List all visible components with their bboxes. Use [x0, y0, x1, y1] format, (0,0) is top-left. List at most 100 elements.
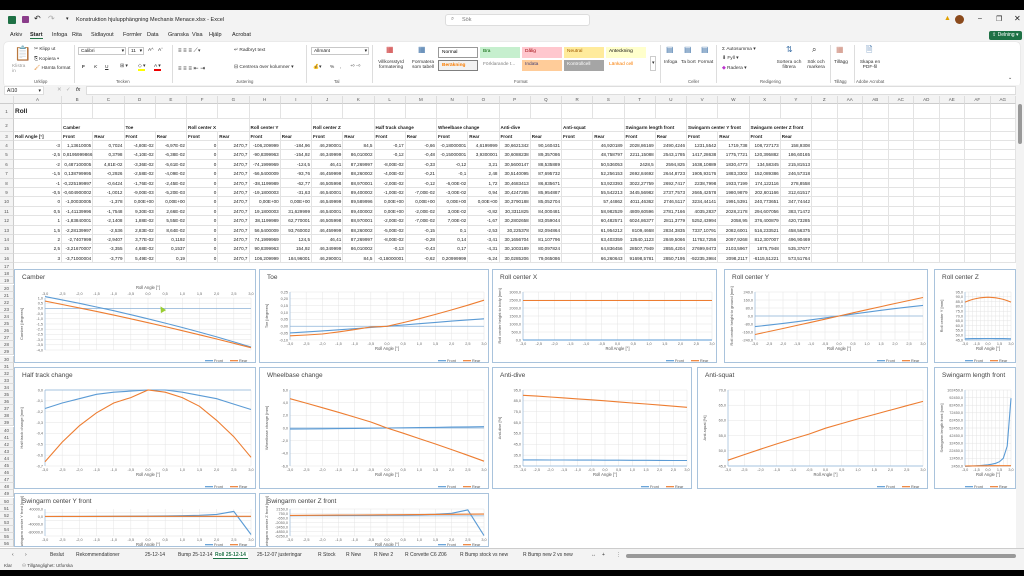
empty-cell[interactable] [939, 225, 965, 235]
table-cell[interactable]: -2,00E-02 [374, 178, 406, 188]
table-cell[interactable]: 91698,5781 [624, 253, 656, 264]
row-header-35[interactable]: 35 [0, 391, 14, 399]
table-cell[interactable]: 2644,8723 [655, 169, 687, 179]
row-header-45[interactable]: 45 [0, 462, 14, 470]
empty-cell[interactable] [939, 206, 965, 217]
table-cell[interactable]: 4011,46362 [624, 197, 656, 207]
empty-cell[interactable] [863, 132, 889, 141]
table-cell[interactable]: 2470,7 [218, 188, 250, 198]
empty-cell[interactable] [863, 169, 889, 179]
table-cell[interactable]: 81,107796 [530, 235, 562, 245]
empty-cell[interactable] [914, 244, 940, 254]
chart-swlength[interactable]: Swingarm length front 2450,0 12450,0 22450,… [934, 367, 1016, 489]
row-header-52[interactable]: 52 [0, 511, 14, 519]
table-cell[interactable]: -0,43 [405, 244, 437, 254]
table-cell[interactable]: -2,5 [14, 150, 62, 160]
sheet-tab[interactable]: Roll 25-12-14 [213, 552, 248, 559]
paste-icon[interactable]: 📋 [14, 45, 32, 61]
delete-cells-icon[interactable]: ▤ [684, 45, 692, 54]
empty-cell[interactable] [812, 119, 838, 132]
table-cell[interactable]: 7337,10791 [687, 225, 719, 235]
table-cell[interactable] [562, 197, 594, 207]
empty-cell[interactable] [812, 197, 838, 207]
empty-cell[interactable] [990, 150, 1016, 160]
empty-cell[interactable] [780, 104, 812, 119]
empty-cell[interactable] [837, 235, 863, 245]
fill-button[interactable]: ⬇ Fyll ▾ [722, 56, 739, 61]
column-subheader[interactable]: Front [187, 132, 219, 141]
row-header-6[interactable]: 6 [0, 159, 14, 170]
table-cell[interactable]: -0,15000001 [437, 150, 469, 160]
table-cell[interactable]: 87,695732 [530, 169, 562, 179]
redo-icon[interactable]: ↷ [48, 14, 55, 23]
table-cell[interactable]: 0,5 [14, 206, 62, 217]
font-name-dropdown[interactable]: Calibri ▾ [78, 47, 126, 55]
table-cell[interactable]: -93,76 [280, 169, 312, 179]
table-cell[interactable]: -3,36E-02 [124, 159, 156, 170]
row-header-56[interactable]: 56 [0, 540, 14, 548]
table-cell[interactable]: -2,7407999 [62, 235, 94, 245]
empty-cell[interactable] [914, 150, 940, 160]
group-header[interactable]: Roll center X [187, 119, 219, 132]
empty-cell[interactable] [124, 104, 156, 119]
table-cell[interactable]: -0,48 [405, 150, 437, 160]
empty-cell[interactable] [888, 159, 914, 170]
table-cell[interactable]: -1,83840001 [62, 216, 94, 226]
column-header-N[interactable]: N [437, 96, 469, 104]
table-cell[interactable]: 46,349999 [312, 150, 344, 160]
table-cell[interactable]: 0,17 [437, 244, 469, 254]
table-cell[interactable]: 174,122116 [749, 178, 781, 188]
empty-cell[interactable] [218, 119, 250, 132]
table-cell[interactable]: 3022,27759 [624, 178, 656, 188]
table-cell[interactable]: -2,9407 [93, 235, 125, 245]
avatar[interactable] [955, 15, 964, 24]
table-cell[interactable]: 2211,15088 [624, 150, 656, 160]
table-cell[interactable]: -106,209999 [249, 141, 281, 151]
table-cell[interactable]: 87,269997 [343, 159, 375, 170]
empty-cell[interactable] [837, 104, 863, 119]
table-cell[interactable]: 2470,7 [218, 141, 250, 151]
table-cell[interactable]: -5,00E-02 [374, 225, 406, 235]
table-cell[interactable]: 0 [187, 178, 219, 188]
table-cell[interactable]: 2 [14, 235, 62, 245]
empty-cell[interactable] [914, 159, 940, 170]
empty-cell[interactable] [888, 216, 914, 226]
column-header-F[interactable]: F [187, 96, 219, 104]
empty-cell[interactable] [888, 169, 914, 179]
table-cell[interactable]: 30,3311825 [499, 206, 531, 217]
cell-style-indata[interactable]: Indata [522, 60, 562, 71]
table-cell[interactable]: 3445,56982 [624, 188, 656, 198]
table-cell[interactable]: 2811,3779 [655, 216, 687, 226]
empty-cell[interactable] [812, 159, 838, 170]
table-cell[interactable]: -0,12 [405, 178, 437, 188]
table-cell[interactable]: 1417,28638 [687, 150, 719, 160]
table-cell[interactable]: 383,71472 [780, 206, 812, 217]
empty-cell[interactable] [914, 178, 940, 188]
sheet-tab[interactable]: R Bump new 2 vs new [523, 552, 573, 558]
table-cell[interactable]: 60,482571 [593, 216, 625, 226]
create-pdf-icon[interactable]: 🗎 [866, 45, 873, 54]
empty-cell[interactable] [965, 197, 991, 207]
empty-cell[interactable] [863, 197, 889, 207]
clear-button[interactable]: ◆ Radera ▾ [722, 66, 747, 71]
table-cell[interactable]: 87,269997 [343, 235, 375, 245]
align-left-icon[interactable]: ≡ ≡ ≡ ⇤ ⇥ [178, 66, 206, 72]
table-cell[interactable]: 186,60165 [780, 150, 812, 160]
column-header-V[interactable]: V [687, 96, 719, 104]
table-cell[interactable]: 2,48 [468, 169, 500, 179]
save-icon[interactable] [22, 16, 29, 23]
table-cell[interactable]: 46,540001 [312, 206, 344, 217]
table-cell[interactable]: 0,487100005 [62, 159, 94, 170]
empty-cell[interactable] [914, 206, 940, 217]
table-cell[interactable]: 573,51764 [780, 253, 812, 264]
table-cell[interactable]: -0,1 [437, 169, 469, 179]
row-header-3[interactable]: 3 [0, 132, 14, 141]
column-subheader[interactable]: Front [499, 132, 531, 141]
table-cell[interactable]: 1231,5542 [687, 141, 719, 151]
row-header-54[interactable]: 54 [0, 525, 14, 533]
sheet-tab[interactable]: 25-12-07 justeringar [257, 552, 302, 558]
column-header-AG[interactable]: AG [990, 96, 1016, 104]
empty-cell[interactable] [812, 216, 838, 226]
table-cell[interactable]: 1875,7948 [749, 244, 781, 254]
table-cell[interactable]: -38,1199989 [249, 178, 281, 188]
